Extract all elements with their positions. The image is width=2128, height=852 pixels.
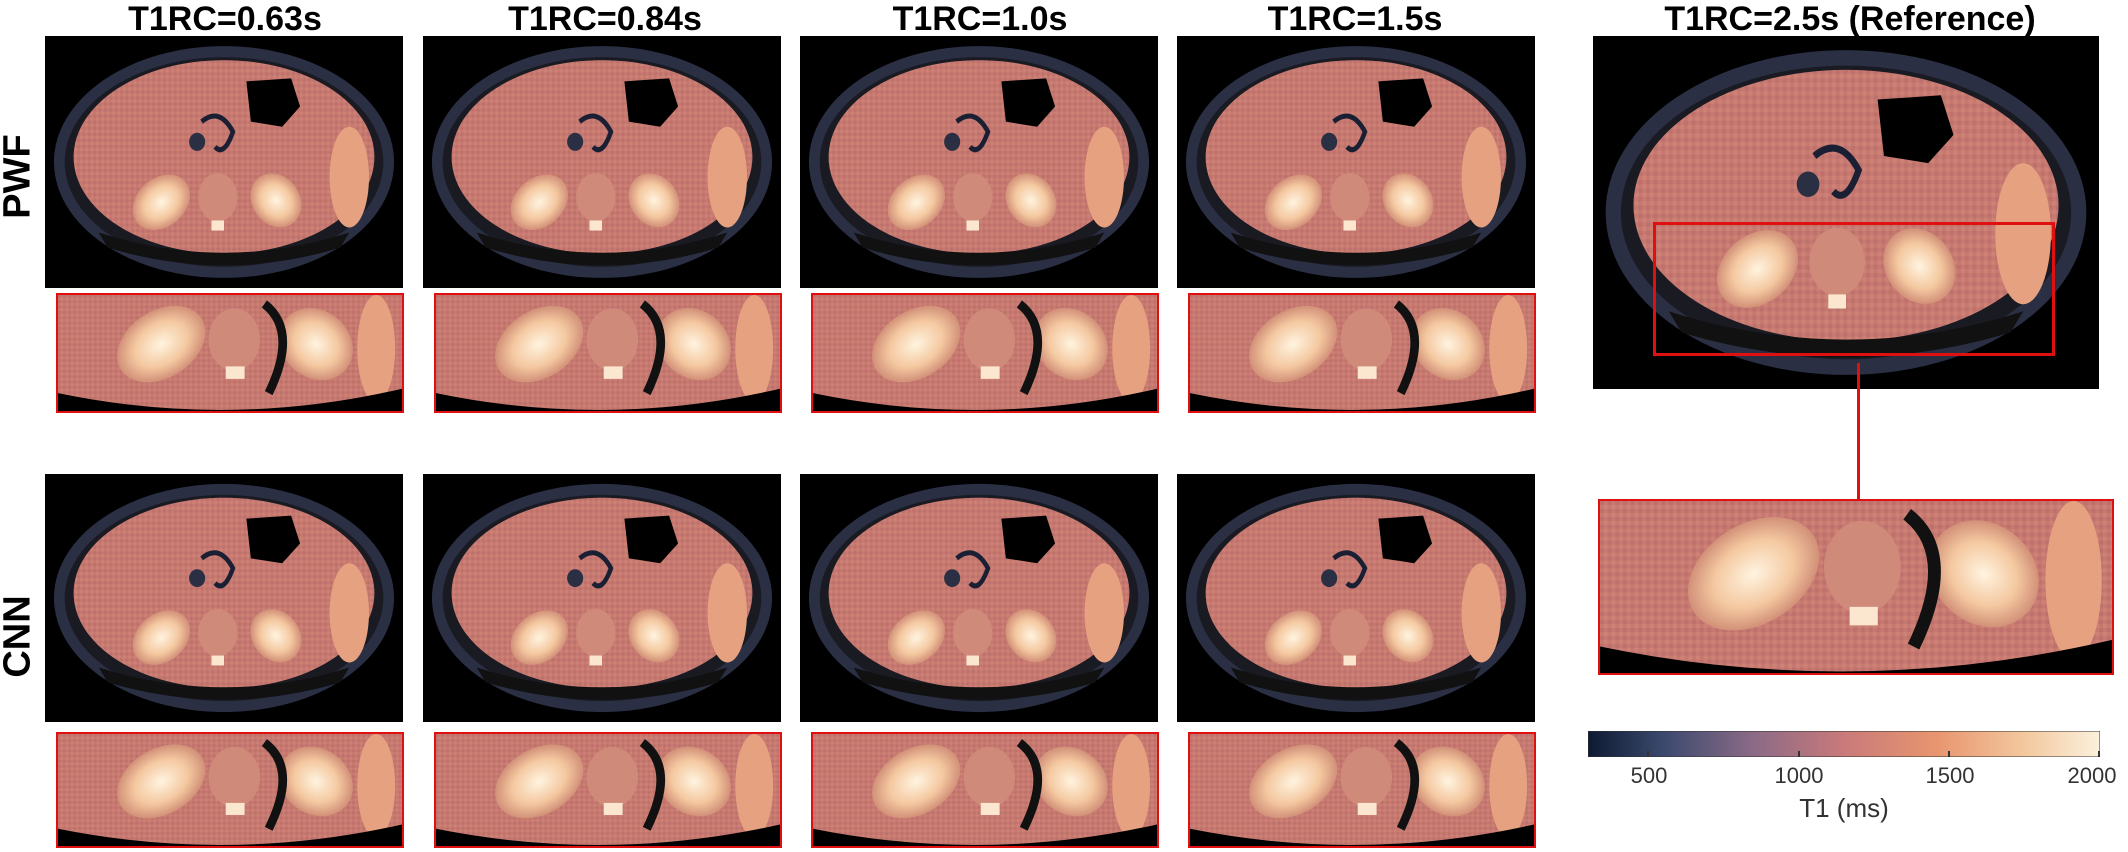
column-title-reference: T1RC=2.5s (Reference): [1664, 0, 2036, 38]
colorbar: [1588, 731, 2100, 757]
reference-image: [1593, 36, 2099, 389]
cnn-image-084: [423, 474, 781, 722]
reference-roi-box: [1653, 222, 2055, 356]
cnn-zoom-10: [811, 732, 1159, 848]
colorbar-tick-1500: 1500: [1925, 763, 1975, 788]
cnn-image-10: [800, 474, 1158, 722]
pwf-image-15: [1177, 36, 1535, 288]
pwf-image-084: [423, 36, 781, 288]
pwf-zoom-15: [1188, 293, 1536, 413]
colorbar-tick-2000: 2000: [2067, 763, 2117, 788]
column-title-063: T1RC=0.63s: [128, 0, 322, 38]
cnn-image-063: [45, 474, 403, 722]
pwf-zoom-063: [56, 293, 404, 413]
column-title-10: T1RC=1.0s: [892, 0, 1068, 38]
cnn-zoom-084: [434, 732, 782, 848]
row-label-pwf: PWF: [0, 134, 39, 219]
pwf-image-063: [45, 36, 403, 288]
roi-connector-line: [1857, 363, 1860, 500]
column-title-084: T1RC=0.84s: [508, 0, 702, 38]
cnn-zoom-15: [1188, 732, 1536, 848]
cnn-zoom-063: [56, 732, 404, 848]
pwf-zoom-10: [811, 293, 1159, 413]
cnn-image-15: [1177, 474, 1535, 722]
colorbar-tick-500: 500: [1630, 763, 1668, 788]
reference-zoom: [1598, 499, 2114, 675]
pwf-image-10: [800, 36, 1158, 288]
colorbar-tick-1000: 1000: [1774, 763, 1824, 788]
pwf-zoom-084: [434, 293, 782, 413]
colorbar-label: T1 (ms): [1799, 793, 1889, 823]
row-label-cnn: CNN: [0, 595, 39, 678]
column-title-15: T1RC=1.5s: [1267, 0, 1443, 38]
